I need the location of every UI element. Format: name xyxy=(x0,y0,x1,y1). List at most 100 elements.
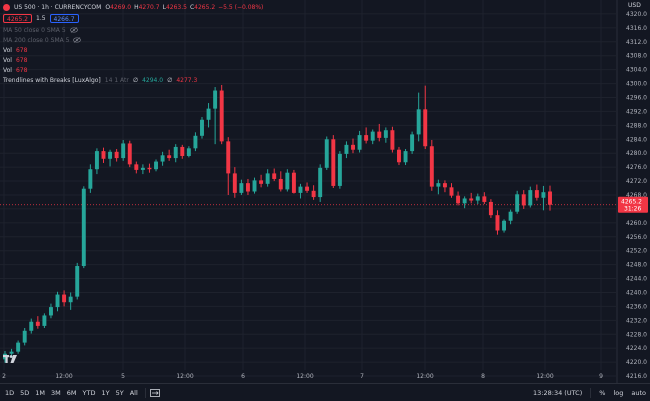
time-tick-label: 9 xyxy=(599,373,603,380)
candle-body xyxy=(167,155,172,159)
range-button-1m[interactable]: 1M xyxy=(35,388,46,397)
candle-body xyxy=(259,180,264,184)
candle-body xyxy=(140,167,145,170)
candle xyxy=(357,130,362,153)
ohlc-label: L xyxy=(162,3,166,11)
bottom-toolbar: 1D 5D 1M 3M 6M YTD 1Y 5Y All 13:28:34 (UTC) % lo… xyxy=(0,383,650,401)
trendlines-params: 14 1 Atr xyxy=(104,76,129,84)
candle xyxy=(226,137,231,195)
candle xyxy=(528,186,533,208)
time-tick-label: 12:00 xyxy=(296,373,313,380)
candle-body xyxy=(495,215,500,231)
range-button-3m[interactable]: 3M xyxy=(51,388,61,397)
candle xyxy=(370,129,375,145)
candle xyxy=(22,327,27,346)
time-tick-label: 12:00 xyxy=(416,373,433,380)
price-tick-label: 4260.0 xyxy=(626,220,647,227)
candle-body xyxy=(180,146,185,156)
candle-body xyxy=(482,196,487,202)
candle xyxy=(416,92,421,142)
candlestick-chart[interactable]: USD 4320.0 4316.0 4312.0 4308.0 4304.0 4300.0 4… xyxy=(0,0,650,383)
candles xyxy=(3,84,552,363)
candle-body xyxy=(186,148,191,156)
eye-hidden-icon[interactable] xyxy=(69,27,78,33)
vol-row-3[interactable]: Vol 678 xyxy=(3,65,266,75)
grid xyxy=(0,0,617,377)
chart-area[interactable]: USD 4320.0 4316.0 4312.0 4308.0 4304.0 4300.0 4… xyxy=(0,0,650,383)
last-price-badge xyxy=(618,196,648,213)
candle-body xyxy=(469,198,474,201)
candle-body xyxy=(390,130,395,150)
candle xyxy=(521,190,526,209)
price-tick-label: 4240.0 xyxy=(626,289,647,296)
range-button-6m[interactable]: 6M xyxy=(66,388,77,397)
candle-body xyxy=(462,198,467,204)
utc-clock[interactable]: 13:28:34 (UTC) xyxy=(533,388,583,397)
buy-price-button[interactable]: 4266.7 xyxy=(49,14,79,23)
ohlc-value: 4265.2 xyxy=(194,3,216,11)
candle xyxy=(114,149,119,162)
candle-body xyxy=(508,211,513,221)
ma50-row[interactable]: MA 50 close 0 SMA 5 xyxy=(3,25,266,35)
candle xyxy=(101,147,106,163)
candle-body xyxy=(285,172,290,190)
candle-body xyxy=(200,119,204,136)
candle-body xyxy=(245,183,250,192)
symbol-title[interactable]: US 500 · 1h · CURRENCYCOM xyxy=(14,3,102,11)
range-button-1y[interactable]: 1Y xyxy=(101,388,110,397)
candle xyxy=(337,151,342,189)
candle xyxy=(495,210,500,235)
tradingview-logo-icon[interactable] xyxy=(3,354,19,364)
time-tick-label: 5 xyxy=(121,373,125,380)
range-button-all[interactable]: All xyxy=(129,388,138,397)
vol-row-1[interactable]: Vol 678 xyxy=(3,45,266,55)
candle-body xyxy=(213,90,218,109)
candle xyxy=(285,169,290,192)
candle-body xyxy=(68,296,73,303)
sell-price-button[interactable]: 4265.2 xyxy=(3,14,32,23)
percent-toggle[interactable]: % xyxy=(599,388,606,397)
candle-body xyxy=(416,109,421,135)
candle-body xyxy=(410,134,415,152)
ma200-row[interactable]: MA 200 close 0 SMA 5 xyxy=(3,35,266,45)
trendlines-value-4: 4277.3 xyxy=(176,76,198,84)
ohlc-values: O4269.0 H4270.7 L4263.5 C4265.2 −5.5 (−0.08%… xyxy=(105,4,266,11)
candle-body xyxy=(370,131,375,141)
date-range-icon[interactable] xyxy=(149,388,160,397)
candle-body xyxy=(272,173,277,179)
candle-body xyxy=(521,194,526,206)
candle-body xyxy=(252,180,257,192)
range-button-5y[interactable]: 5Y xyxy=(115,388,124,397)
trendlines-row[interactable]: Trendlines with Breaks [LuxAlgo] 14 1 At… xyxy=(3,75,266,85)
candle xyxy=(127,140,132,168)
candle-body xyxy=(173,146,178,159)
candle-body xyxy=(134,164,139,170)
candle-body xyxy=(456,195,461,204)
price-tick-label: 4236.0 xyxy=(626,303,647,310)
price-tick-label: 4276.0 xyxy=(626,164,647,171)
log-toggle[interactable]: log xyxy=(613,388,624,397)
candle-body xyxy=(206,108,211,120)
time-tick-label: 2 xyxy=(2,373,6,380)
ohlc-label: H xyxy=(134,3,139,11)
candle-body xyxy=(548,191,552,205)
range-button-ytd[interactable]: YTD xyxy=(82,388,96,397)
candle xyxy=(429,139,434,191)
range-button-1d[interactable]: 1D xyxy=(5,388,15,397)
candle xyxy=(154,159,158,172)
auto-toggle[interactable]: auto xyxy=(631,388,646,397)
candle-body xyxy=(528,190,533,206)
candle xyxy=(423,85,428,150)
candle xyxy=(186,146,191,158)
candle xyxy=(252,177,257,194)
candle xyxy=(410,131,415,154)
ohlc-value: 4270.7 xyxy=(138,3,160,11)
candle-body xyxy=(42,315,47,326)
candle xyxy=(68,292,73,310)
eye-hidden-icon[interactable] xyxy=(73,37,82,43)
candle xyxy=(488,199,493,218)
candle-body xyxy=(193,135,198,149)
range-button-5d[interactable]: 5D xyxy=(20,388,30,397)
time-tick-label: 7 xyxy=(360,373,364,380)
vol-row-2[interactable]: Vol 678 xyxy=(3,55,266,65)
